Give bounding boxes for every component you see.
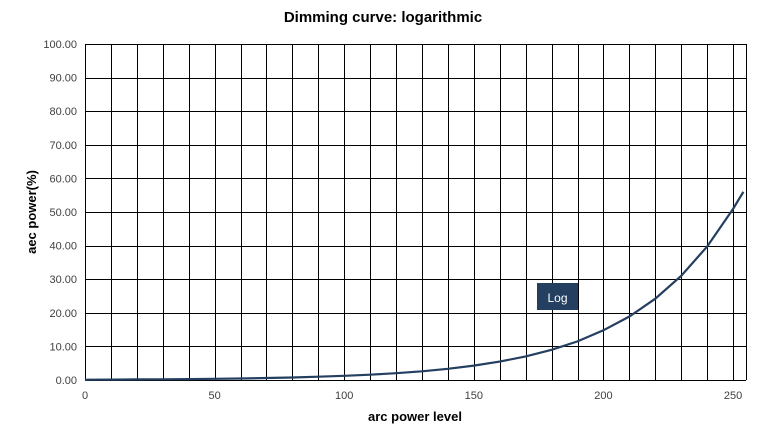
series-line-log [84,191,745,382]
x-tick-label: 50 [208,390,220,402]
x-tick-label: 100 [335,390,353,402]
x-tick-label: 200 [594,390,612,402]
legend: Log [537,283,578,310]
y-tick-labels: 0.00 10.00 20.00 30.00 40.00 50.00 60.00 70.00 8… [43,39,77,387]
y-tick-label: 30.00 [49,274,77,286]
series-layer [84,191,745,382]
y-tick-label: 70.00 [49,140,77,152]
y-tick-label: 100.00 [43,39,77,51]
x-tick-labels: 0 50 100 150 200 250 [82,390,742,402]
chart-title: Dimming curve: logarithmic [284,9,482,26]
y-tick-label: 10.00 [49,341,77,353]
y-tick-label: 90.00 [49,73,77,85]
y-tick-label: 0.00 [56,375,77,387]
y-axis-label: aec power(%) [24,170,39,254]
y-tick-label: 50.00 [49,207,77,219]
y-tick-label: 20.00 [49,308,77,320]
y-tick-label: 40.00 [49,241,77,253]
grid [85,44,747,381]
y-tick-label: 80.00 [49,106,77,118]
x-tick-label: 0 [82,390,88,402]
x-tick-label: 250 [724,390,742,402]
x-tick-label: 150 [465,390,483,402]
legend-swatch [537,283,578,310]
y-tick-label: 60.00 [49,173,77,185]
legend-label: Log [547,291,567,305]
x-axis-label: arc power level [368,409,462,424]
